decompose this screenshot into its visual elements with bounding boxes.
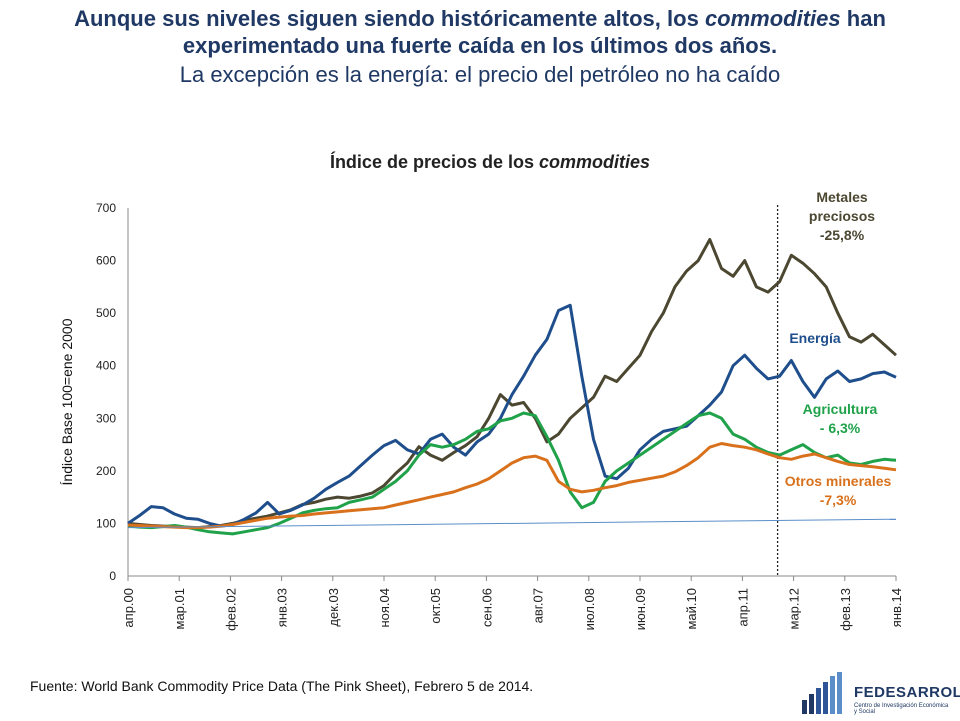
series-line-3 — [127, 442, 897, 530]
metals-annotation: -25,8% — [820, 227, 865, 243]
agriculture-annotation: Agricultura — [803, 401, 878, 417]
logo-name: FEDESARROLLO — [854, 684, 960, 701]
chart-title-prefix: Índice de precios de los — [329, 152, 535, 172]
x-tick-label: сен.06 — [479, 588, 494, 627]
headline-subtitle: La excepción es la energía: el precio de… — [179, 61, 781, 87]
logo-bars-icon — [802, 672, 842, 714]
headline-part1: Aunque sus niveles siguen siendo históri… — [74, 6, 699, 31]
fedesarrollo-logo: FEDESARROLLO Centro de Investigación Eco… — [800, 670, 960, 716]
y-tick-label: 400 — [96, 359, 116, 373]
x-tick-label: июн.09 — [633, 588, 648, 630]
metals-annotation: preciosos — [809, 208, 875, 224]
x-tick-label: янв.03 — [275, 588, 290, 627]
energy-annotation: Energía — [789, 330, 841, 346]
x-tick-label: апр.11 — [735, 588, 750, 627]
slide-headline: Aunque sus niveles siguen siendo históri… — [30, 6, 930, 88]
series-line-2 — [127, 411, 897, 536]
logo-tagline: Centro de Investigación Económica y Soci… — [854, 703, 949, 715]
series-line-0 — [127, 238, 898, 530]
chart-title: Índice de precios de los commodities — [150, 152, 830, 173]
x-tick-label: ноя.04 — [377, 588, 392, 628]
series-line-1 — [127, 303, 897, 528]
x-tick-label: янв.14 — [889, 588, 904, 627]
chart-title-italic: commodities — [539, 152, 651, 172]
y-tick-label: 300 — [96, 411, 116, 425]
x-tick-label: окт.05 — [428, 588, 443, 624]
x-tick-label: апр.00 — [121, 588, 136, 628]
x-tick-label: авг.07 — [531, 588, 546, 623]
x-tick-label: дек.03 — [326, 588, 341, 627]
y-axis-title: Índice Base 100=ene 2000 — [59, 318, 75, 485]
baseline-series-line — [127, 518, 897, 529]
y-tick-label: 700 — [96, 201, 116, 215]
x-tick-label: мар.01 — [172, 588, 187, 629]
x-tick-label: мар.12 — [787, 588, 802, 629]
headline-main: Aunque sus niveles siguen siendo históri… — [30, 6, 930, 60]
minerals-annotation: -7,3% — [820, 492, 857, 508]
y-tick-label: 100 — [96, 516, 116, 530]
y-tick-label: 0 — [109, 569, 116, 583]
y-tick-label: 600 — [96, 254, 116, 268]
y-tick-label: 200 — [96, 464, 116, 478]
agriculture-annotation: - 6,3% — [820, 420, 861, 436]
headline-italic: commodities — [704, 6, 841, 31]
x-tick-label: фев.13 — [838, 588, 853, 631]
y-tick-label: 500 — [96, 306, 116, 320]
headline-part2: han experimentado una fuerte caída en lo… — [182, 6, 886, 58]
metals-annotation: Metales — [816, 189, 868, 205]
x-tick-label: июл.08 — [582, 588, 597, 630]
x-tick-label: фев.02 — [223, 588, 238, 631]
source-note: Fuente: World Bank Commodity Price Data … — [30, 678, 534, 694]
x-tick-label: май.10 — [684, 588, 699, 630]
minerals-annotation: Otros minerales — [785, 473, 892, 489]
